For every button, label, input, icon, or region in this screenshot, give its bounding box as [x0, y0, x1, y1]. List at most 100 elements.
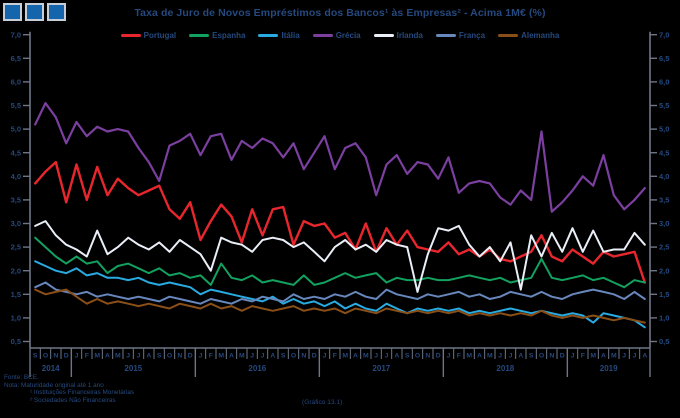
month-label: F — [333, 353, 337, 360]
month-label: J — [447, 353, 451, 360]
month-label: D — [436, 353, 441, 360]
series-italia — [34, 260, 646, 329]
y-tick-label-right: 5,5 — [659, 101, 669, 110]
maturity-note: Nota: Maturidade original até 1 ano — [4, 381, 104, 389]
month-label: J — [323, 353, 327, 360]
month-label: F — [581, 353, 585, 360]
month-label: M — [487, 353, 493, 360]
y-tick-label-left: 2,5 — [11, 243, 21, 252]
month-label: M — [94, 353, 100, 360]
month-label: M — [342, 353, 348, 360]
y-tick-label-left: 7,0 — [11, 30, 21, 39]
month-label: J — [622, 353, 626, 360]
irlanda-line-swatch — [373, 33, 394, 37]
month-label: A — [270, 353, 275, 360]
month-label: S — [33, 353, 38, 360]
y-tick-label-left: 1,0 — [11, 314, 21, 323]
month-label: A — [353, 353, 358, 360]
espanha-line-swatch — [189, 33, 210, 37]
logo — [3, 3, 66, 21]
footnote-2: ² Sociedades Não Financeiras — [30, 396, 116, 404]
month-label: N — [53, 353, 58, 360]
y-tick-label-right: 2,5 — [659, 243, 669, 252]
year-label: 2014 — [42, 364, 60, 373]
month-label: M — [590, 353, 596, 360]
month-label: D — [188, 353, 193, 360]
year-label: 2019 — [600, 364, 618, 373]
month-label: M — [466, 353, 472, 360]
month-label: J — [137, 353, 141, 360]
source-note: Fonte: BCE. — [4, 374, 39, 381]
month-label: J — [75, 353, 79, 360]
month-label: J — [374, 353, 378, 360]
month-label: N — [549, 353, 554, 360]
series-espanha — [34, 236, 646, 289]
month-label: A — [105, 353, 110, 360]
month-label: A — [146, 353, 151, 360]
legend-label: França — [458, 30, 486, 40]
month-label: J — [633, 353, 637, 360]
month-label: J — [509, 353, 513, 360]
month-label: J — [126, 353, 130, 360]
month-label: M — [115, 353, 121, 360]
month-label: D — [312, 353, 317, 360]
month-label: M — [611, 353, 617, 360]
month-label: A — [477, 353, 482, 360]
month-label: F — [209, 353, 213, 360]
y-tick-label-left: 5,5 — [11, 101, 21, 110]
month-label: O — [43, 353, 48, 360]
y-tick-label-right: 0,5 — [659, 337, 669, 346]
year-label: 2017 — [372, 364, 390, 373]
logo-square — [3, 3, 22, 21]
legend-item-italia: Itália — [258, 30, 300, 40]
series-grecia — [34, 101, 646, 213]
franca-line-swatch — [435, 33, 456, 37]
month-label: F — [457, 353, 461, 360]
y-tick-label-right: 4,0 — [659, 172, 669, 181]
month-label: S — [405, 353, 410, 360]
month-label: S — [281, 353, 286, 360]
chart-title: Taxa de Juro de Novos Empréstimos dos Ba… — [134, 7, 546, 19]
y-tick-label-left: 6,5 — [11, 54, 21, 63]
legend-label: Grécia — [335, 30, 361, 40]
legend-label: Portugal — [143, 30, 177, 40]
month-label: A — [394, 353, 399, 360]
month-label: D — [64, 353, 69, 360]
month-label: M — [218, 353, 224, 360]
month-label: D — [560, 353, 565, 360]
legend-item-espanha: Espanha — [189, 31, 245, 40]
y-tick-label-left: 4,0 — [11, 172, 21, 181]
alemanha-line-swatch — [498, 33, 519, 37]
y-tick-label-left: 4,5 — [11, 148, 21, 157]
month-label: J — [571, 353, 575, 360]
month-label: J — [250, 353, 254, 360]
legend-item-portugal: Portugal — [120, 30, 177, 40]
logo-square — [25, 3, 44, 21]
month-label: O — [415, 353, 420, 360]
legend-label: Irlanda — [396, 30, 423, 40]
month-label: F — [85, 353, 89, 360]
legend-item-franca: França — [435, 30, 486, 40]
month-label: A — [642, 353, 647, 360]
logo-square — [47, 3, 66, 21]
portugal-line-swatch — [120, 33, 141, 37]
legend-item-grecia: Grécia — [312, 30, 361, 40]
month-label: J — [199, 353, 203, 360]
month-label: O — [167, 353, 172, 360]
legend-label: Alemanha — [521, 30, 560, 40]
y-tick-label-right: 6,0 — [659, 78, 669, 87]
y-tick-label-left: 1,5 — [11, 290, 21, 299]
series-franca — [34, 281, 646, 305]
legend-label: Itália — [281, 30, 300, 40]
y-tick-label-left: 0,5 — [11, 337, 21, 346]
y-tick-label-left: 6,0 — [11, 78, 21, 87]
footnote-1: ¹ Instituições Financeiras Monetárias — [30, 389, 135, 397]
legend: Portugal Espanha Itália Grécia Irlanda França… — [0, 28, 680, 42]
y-tick-label-left: 3,5 — [11, 196, 21, 205]
year-label: 2015 — [124, 364, 142, 373]
y-tick-label-right: 5,0 — [659, 125, 669, 134]
month-label: N — [301, 353, 306, 360]
y-tick-label-right: 7,0 — [659, 30, 669, 39]
y-tick-label-right: 1,5 — [659, 290, 669, 299]
